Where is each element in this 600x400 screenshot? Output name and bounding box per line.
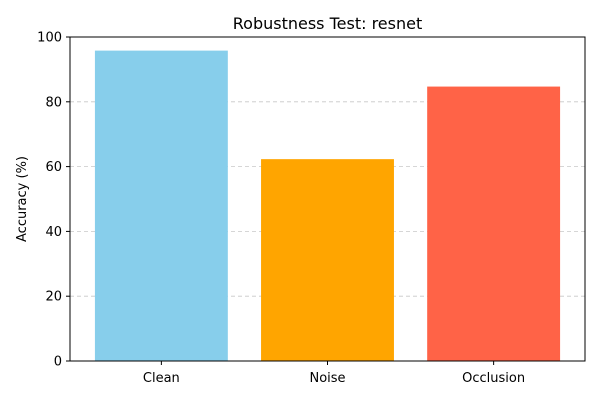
y-tick-label: 100 bbox=[37, 31, 62, 46]
x-ticks: Clean Noise Occlusion bbox=[143, 361, 525, 386]
x-tick-label: Noise bbox=[309, 371, 345, 386]
x-tick-label: Clean bbox=[143, 371, 180, 386]
bar-clean bbox=[94, 50, 228, 361]
y-axis-label: Accuracy (%) bbox=[15, 156, 30, 242]
y-tick-label: 60 bbox=[45, 160, 62, 175]
y-tick-label: 0 bbox=[54, 355, 62, 370]
y-ticks: 0 20 40 60 80 100 bbox=[37, 31, 70, 370]
x-tick-label: Occlusion bbox=[462, 371, 525, 386]
bars bbox=[94, 50, 561, 362]
y-tick-label: 40 bbox=[45, 225, 62, 240]
bar-noise bbox=[261, 159, 394, 361]
bar-occlusion bbox=[427, 86, 561, 362]
chart-title: Robustness Test: resnet bbox=[233, 14, 422, 33]
y-tick-label: 20 bbox=[45, 290, 62, 305]
y-tick-label: 80 bbox=[45, 95, 62, 110]
